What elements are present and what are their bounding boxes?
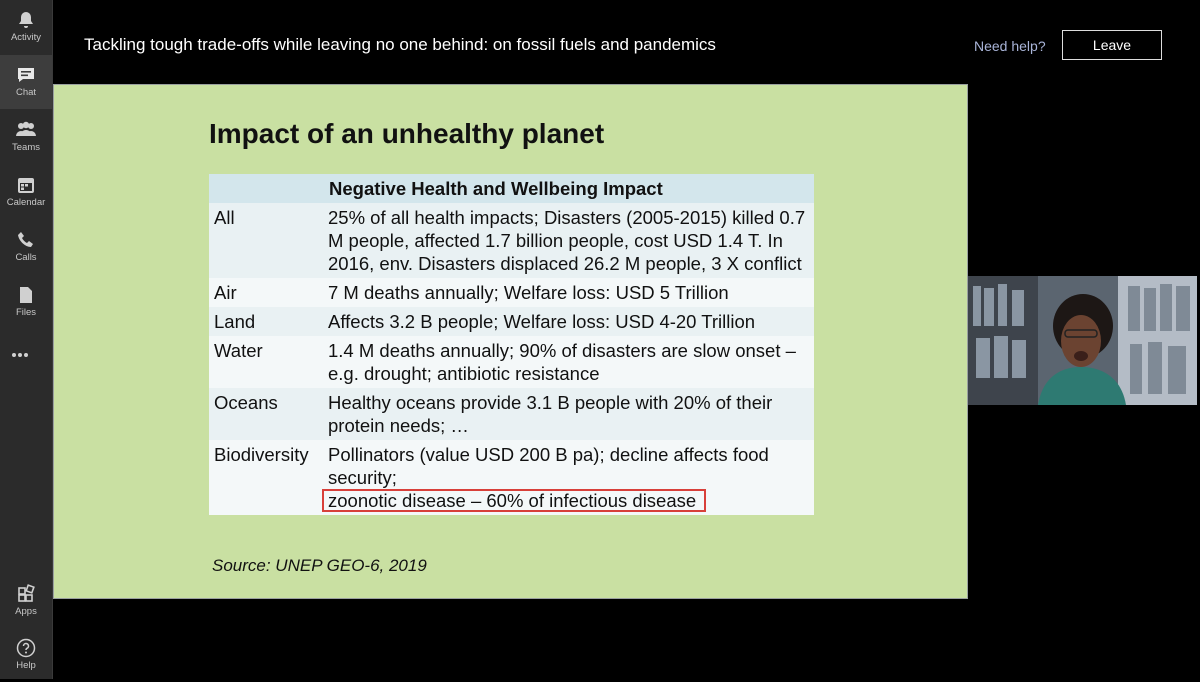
impact-text: 7 M deaths annually; Welfare loss: USD 5…: [328, 282, 729, 303]
slide-source: Source: UNEP GEO-6, 2019: [212, 556, 427, 575]
nav-label: Activity: [10, 32, 42, 43]
row-label: All: [209, 203, 323, 278]
impact-table: Negative Health and Wellbeing Impact All…: [209, 174, 814, 515]
table-row: Oceans Healthy oceans provide 3.1 B peopl…: [209, 388, 814, 440]
row-label: Biodiversity: [209, 440, 323, 515]
participant-video: [968, 276, 1197, 405]
row-label: Oceans: [209, 388, 323, 440]
table-row: Biodiversity Pollinators (value USD 200 B…: [209, 440, 814, 515]
impact-text: Healthy oceans provide 3.1 B people with…: [328, 392, 773, 436]
leave-button[interactable]: Leave: [1062, 30, 1162, 60]
header-cell: [209, 174, 323, 203]
table-row: Water 1.4 M deaths annually; 90% of disas…: [209, 336, 814, 388]
impact-cell: Healthy oceans provide 3.1 B people with…: [323, 388, 814, 440]
impact-text: Pollinators (value USD 200 B pa); declin…: [328, 444, 769, 488]
nav-label: Teams: [12, 142, 40, 153]
nav-label: Calendar: [6, 197, 46, 208]
row-label: Air: [209, 278, 323, 307]
table-row: Land Affects 3.2 B people; Welfare loss: …: [209, 307, 814, 336]
highlighted-text: zoonotic disease – 60% of infectious dis…: [322, 489, 707, 512]
nav-label: Calls: [15, 252, 37, 263]
impact-cell: 25% of all health impacts; Disasters (20…: [323, 203, 814, 278]
help-link[interactable]: Need help?: [974, 38, 1046, 54]
nav-label: Apps: [15, 606, 37, 617]
sidebar: Activity Chat Teams Calendar Calls Files…: [0, 0, 53, 679]
nav-help[interactable]: Help: [0, 628, 52, 682]
nav-calls[interactable]: Calls: [0, 220, 52, 274]
impact-cell: 1.4 M deaths annually; 90% of disasters …: [323, 336, 814, 388]
nav-chat[interactable]: Chat: [0, 55, 52, 109]
impact-cell: 7 M deaths annually; Welfare loss: USD 5…: [323, 278, 814, 307]
slide-title: Impact of an unhealthy planet: [209, 118, 605, 149]
meeting-title: Tackling tough trade-offs while leaving …: [84, 35, 716, 54]
nav-apps[interactable]: Apps: [0, 574, 52, 628]
header-cell: Negative Health and Wellbeing Impact: [323, 174, 814, 203]
row-label: Water: [209, 336, 323, 388]
row-label: Land: [209, 307, 323, 336]
nav-activity[interactable]: Activity: [0, 0, 52, 54]
nav-calendar[interactable]: Calendar: [0, 165, 52, 219]
nav-teams[interactable]: Teams: [0, 110, 52, 164]
table-row: All 25% of all health impacts; Disasters …: [209, 203, 814, 278]
nav-label: Chat: [15, 87, 37, 98]
nav-label: Files: [15, 307, 37, 318]
impact-text: Affects 3.2 B people; Welfare loss: USD …: [328, 311, 756, 332]
shared-slide: Impact of an unhealthy planet Negative H…: [53, 84, 968, 599]
header-row: Negative Health and Wellbeing Impact: [209, 174, 814, 203]
impact-cell: Pollinators (value USD 200 B pa); declin…: [322, 440, 814, 515]
impact-text: 25% of all health impacts; Disasters (20…: [328, 207, 806, 274]
table-row: Air 7 M deaths annually; Welfare loss: US…: [209, 278, 814, 307]
more-button[interactable]: [10, 348, 42, 366]
impact-text: 1.4 M deaths annually; 90% of disasters …: [328, 340, 796, 384]
impact-cell: Affects 3.2 B people; Welfare loss: USD …: [323, 307, 814, 336]
nav-label: Help: [16, 660, 36, 671]
nav-files[interactable]: Files: [0, 275, 52, 329]
